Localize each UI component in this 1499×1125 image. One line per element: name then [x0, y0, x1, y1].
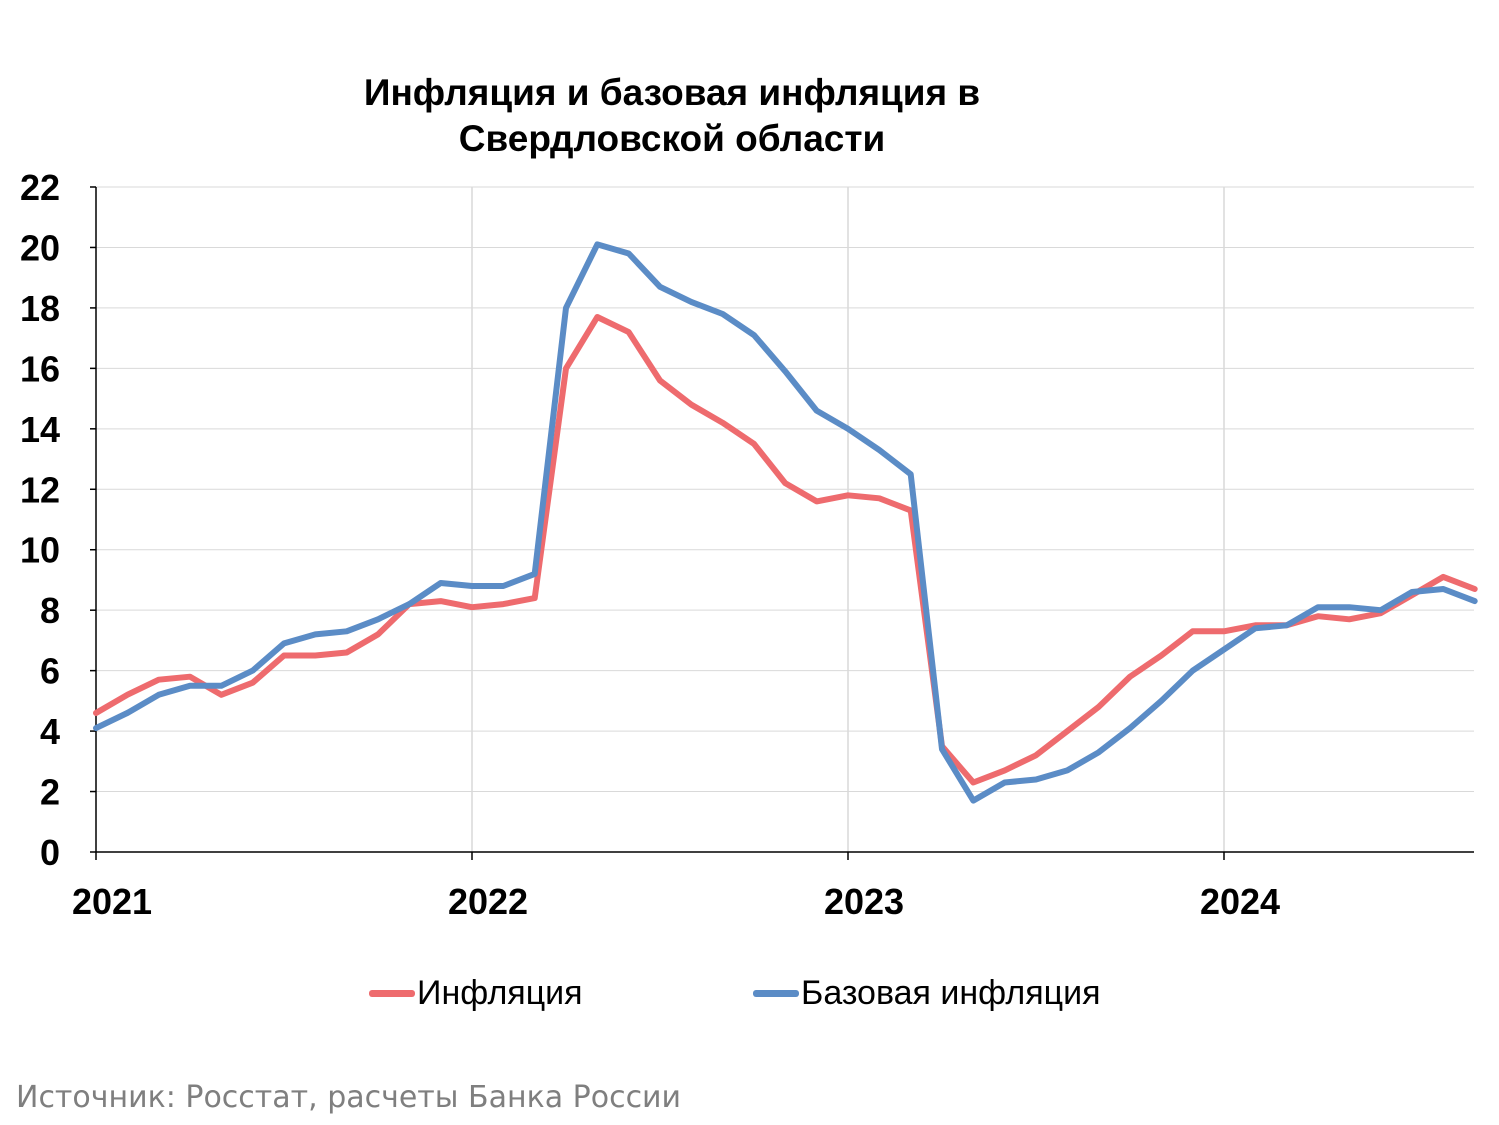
y-tick-label: 4: [40, 711, 60, 752]
series-line-core-inflation: [93, 241, 1478, 804]
y-tick-label: 2: [40, 772, 60, 813]
chart-title-line-2: Свердловской области: [458, 118, 886, 159]
y-tick-label: 8: [40, 590, 60, 631]
legend-label-core-inflation: Базовая инфляция: [801, 973, 1101, 1012]
y-tick-label: 6: [40, 651, 60, 692]
y-axis-tick-labels: 0 2 4 6 8 10 12 14 16 18 20 22: [20, 167, 60, 873]
y-tick-label: 0: [40, 832, 60, 873]
legend-label-inflation: Инфляция: [417, 973, 583, 1012]
y-tick-label: 16: [20, 348, 60, 389]
legend-item-inflation: Инфляция: [369, 968, 583, 1018]
x-tick-label: 2021: [72, 881, 152, 922]
y-tick-label: 22: [20, 167, 60, 208]
x-tick-label: 2023: [824, 881, 904, 922]
y-tick-label: 14: [20, 409, 60, 450]
x-tick-label: 2022: [448, 881, 528, 922]
chart-title: Инфляция и базовая инфляция в Свердловск…: [222, 70, 1122, 162]
legend: Инфляция Базовая инфляция: [0, 968, 1499, 1018]
x-tick-label: 2024: [1200, 881, 1280, 922]
chart-title-line-1: Инфляция и базовая инфляция в: [363, 72, 981, 113]
y-tick-label: 20: [20, 227, 60, 268]
series-line-inflation: [93, 314, 1478, 786]
source-note: Источник: Росстат, расчеты Банка России: [16, 1080, 682, 1115]
y-tick-label: 10: [20, 530, 60, 571]
y-tick-label: 12: [20, 469, 60, 510]
horizontal-gridlines: [96, 186, 1474, 793]
y-tick-label: 18: [20, 288, 60, 329]
series-lines: [93, 241, 1478, 804]
legend-swatch-inflation: [369, 989, 415, 997]
axes: [90, 186, 1474, 860]
vertical-gridlines: [471, 187, 1225, 852]
legend-item-core-inflation: Базовая инфляция: [753, 968, 1101, 1018]
x-axis-tick-labels: 2021 2022 2023 2024: [72, 881, 1280, 922]
legend-swatch-core-inflation: [753, 989, 799, 997]
